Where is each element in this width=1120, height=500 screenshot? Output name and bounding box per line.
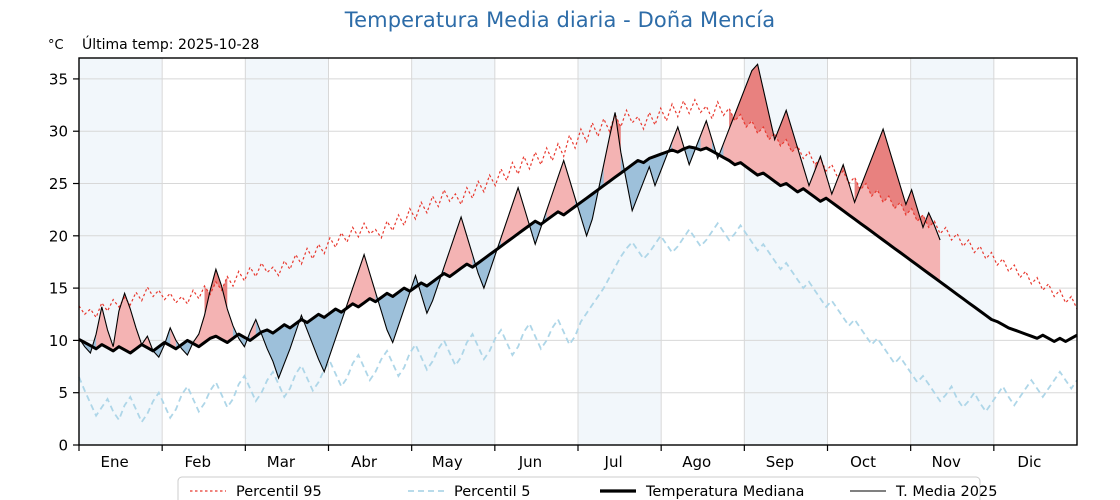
y-axis-ticks: 0 5 10 15 20 25 30 35 — [49, 70, 79, 455]
fill-warm-anomaly — [666, 127, 690, 165]
page-title: Temperatura Media diaria - Doña Mencía — [344, 8, 776, 32]
x-tick-label: Abr — [351, 453, 378, 471]
x-tick-label: Mar — [267, 453, 296, 471]
fill-warm-anomaly — [141, 336, 154, 351]
y-tick-label: 15 — [49, 280, 68, 298]
y-tick-label: 30 — [49, 123, 68, 141]
x-tick-label: Jul — [604, 453, 623, 471]
y-tick-label: 0 — [58, 437, 68, 455]
month-band — [162, 58, 246, 445]
x-tick-label: Oct — [850, 453, 876, 471]
x-tick-label: Ago — [682, 453, 711, 471]
legend-label: Temperatura Mediana — [645, 484, 804, 500]
y-axis-unit-label: °C — [48, 38, 64, 53]
anomaly-fill-areas — [79, 64, 941, 379]
x-tick-label: Jun — [518, 453, 542, 471]
fill-warm-anomaly — [90, 293, 142, 353]
series-line-media-2025 — [78, 63, 941, 380]
month-band — [245, 58, 329, 445]
fill-warm-anomaly — [341, 254, 382, 322]
fill-cold-anomaly — [472, 237, 501, 289]
y-tick-label: 25 — [49, 175, 68, 193]
fill-warm-anomaly — [717, 64, 941, 282]
fill-cold-anomaly — [301, 304, 347, 372]
legend-box — [177, 476, 981, 500]
month-band — [494, 58, 578, 445]
fill-above-p95 — [204, 269, 228, 316]
fill-cold-anomaly — [529, 210, 547, 245]
fill-above-p95 — [774, 110, 798, 153]
legend-label: Percentil 5 — [454, 484, 530, 500]
fill-cold-anomaly — [575, 164, 604, 236]
x-tick-label: Dic — [1017, 453, 1041, 471]
month-band — [578, 58, 662, 445]
x-tick-label: Sep — [766, 453, 794, 471]
fill-warm-anomaly — [187, 269, 239, 355]
fill-cold-anomaly — [712, 139, 724, 159]
y-tick-label: 20 — [49, 227, 68, 245]
last-temperature-label: Última temp: 2025-10-28 — [82, 37, 260, 53]
y-tick-label: 5 — [58, 384, 68, 402]
fill-above-p95 — [609, 112, 621, 153]
fill-cold-anomaly — [153, 327, 171, 358]
x-tick-label: May — [432, 453, 463, 471]
x-tick-label: Nov — [932, 453, 961, 471]
legend-label: Percentil 95 — [236, 484, 322, 500]
fill-warm-anomaly — [438, 217, 479, 284]
data-series-lines — [78, 63, 1078, 424]
x-tick-label: Ene — [100, 453, 128, 471]
month-band — [993, 58, 1077, 445]
y-tick-label: 35 — [49, 70, 68, 88]
x-axis-ticks: Ene Feb Mar Abr May Jun Jul Ago Sep Oct Nov Dic — [78, 445, 1041, 471]
fill-warm-anomaly — [598, 112, 627, 192]
legend-label: T. Media 2025 — [895, 484, 997, 500]
fill-warm-anomaly — [495, 187, 530, 255]
fill-cold-anomaly — [683, 135, 701, 165]
fill-cold-anomaly — [620, 141, 673, 211]
y-tick-label: 10 — [49, 332, 68, 350]
fill-warm-anomaly — [540, 160, 581, 228]
chart-legend: Percentil 95 Percentil 5 Temperatura Media… — [177, 476, 997, 500]
month-band — [79, 58, 163, 445]
fill-above-p95 — [854, 129, 923, 228]
series-line-mediana — [78, 145, 1078, 355]
x-tick-label: Feb — [184, 453, 211, 471]
series-line-percentil-95 — [78, 98, 1078, 319]
fill-cold-anomaly — [375, 275, 416, 343]
month-band — [328, 58, 412, 445]
fill-above-p95 — [729, 64, 775, 140]
series-line-percentil-5 — [78, 221, 1078, 424]
